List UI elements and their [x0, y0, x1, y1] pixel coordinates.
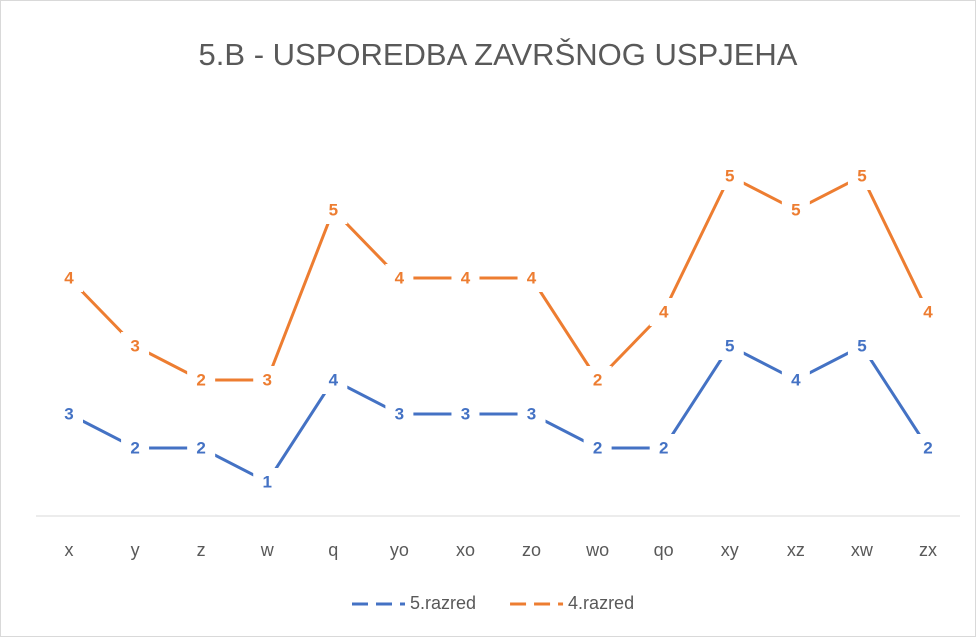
x-tick-label: zo	[522, 540, 541, 560]
data-label: 3	[461, 404, 470, 423]
label-background	[781, 196, 810, 224]
label-background	[781, 366, 810, 394]
x-tick-label: x	[65, 540, 74, 560]
label-background	[847, 332, 876, 360]
x-tick-label: xw	[851, 540, 874, 560]
label-background	[583, 366, 612, 394]
data-label: 2	[593, 438, 602, 457]
data-label: 5	[857, 166, 866, 185]
label-background	[253, 366, 282, 394]
label-background	[914, 434, 942, 462]
data-label: 3	[527, 404, 536, 423]
label-background	[715, 162, 744, 190]
x-tick-label: qo	[654, 540, 674, 560]
x-tick-label: zx	[919, 540, 937, 560]
label-background	[517, 400, 546, 428]
data-label: 5	[725, 166, 734, 185]
data-label: 5	[857, 336, 866, 355]
x-tick-label: xz	[787, 540, 805, 560]
data-label: 2	[196, 438, 205, 457]
label-background	[715, 332, 744, 360]
label-background	[121, 434, 150, 462]
legend-label: 5.razred	[410, 593, 476, 613]
label-background	[583, 434, 612, 462]
data-label: 4	[923, 302, 933, 321]
data-label: 1	[262, 472, 271, 491]
label-background	[55, 264, 83, 292]
data-label: 2	[196, 370, 205, 389]
label-background	[451, 400, 480, 428]
label-background	[385, 264, 414, 292]
legend-label: 4.razred	[568, 593, 634, 613]
label-background	[385, 400, 414, 428]
label-background	[517, 264, 546, 292]
x-tick-label: xo	[456, 540, 475, 560]
data-label: 4	[329, 370, 339, 389]
data-label: 3	[262, 370, 271, 389]
chart-title: 5.B - USPOREDBA ZAVRŠNOG USPJEHA	[199, 37, 798, 72]
data-label: 4	[791, 370, 801, 389]
data-label: 4	[461, 268, 471, 287]
data-label: 2	[659, 438, 668, 457]
label-background	[187, 366, 216, 394]
data-label: 4	[64, 268, 74, 287]
x-tick-label: w	[260, 540, 275, 560]
label-background	[914, 298, 942, 326]
x-tick-label: xy	[721, 540, 739, 560]
label-background	[187, 434, 216, 462]
data-label: 5	[791, 200, 800, 219]
x-tick-label: wo	[585, 540, 609, 560]
data-label: 3	[395, 404, 404, 423]
x-tick-label: y	[131, 540, 140, 560]
label-background	[451, 264, 480, 292]
data-label: 5	[329, 200, 338, 219]
label-background	[253, 468, 282, 496]
label-background	[319, 366, 348, 394]
data-label: 5	[725, 336, 734, 355]
data-label: 3	[64, 404, 73, 423]
label-background	[847, 162, 876, 190]
label-background	[649, 298, 678, 326]
data-label: 2	[923, 438, 932, 457]
data-label: 3	[130, 336, 139, 355]
data-label: 4	[395, 268, 405, 287]
label-background	[649, 434, 678, 462]
label-background	[319, 196, 348, 224]
x-tick-label: yo	[390, 540, 409, 560]
data-label: 4	[527, 268, 537, 287]
label-background	[55, 400, 83, 428]
x-tick-label: q	[328, 540, 338, 560]
label-background	[121, 332, 150, 360]
data-label: 4	[659, 302, 669, 321]
data-label: 2	[593, 370, 602, 389]
x-tick-label: z	[197, 540, 206, 560]
data-label: 2	[130, 438, 139, 457]
